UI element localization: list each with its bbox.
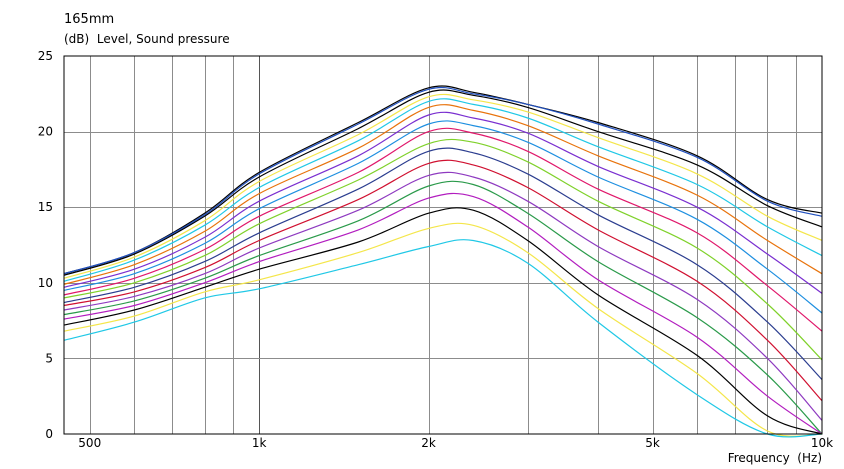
grid-lines: [64, 56, 822, 434]
series-line: [63, 93, 823, 279]
series-line: [63, 104, 823, 285]
plot-frame: [63, 55, 823, 435]
series-line: [63, 159, 823, 402]
curves: [63, 85, 823, 438]
y-tick-label: 25: [38, 49, 53, 63]
series-line: [63, 147, 823, 381]
series-line: [63, 239, 823, 438]
x-tick-labels: 500 1k 2k 5k 10k: [78, 436, 833, 450]
x-axis-label: Frequency (Hz): [727, 451, 822, 465]
series-line: [63, 192, 823, 435]
series-line: [63, 86, 823, 275]
x-tick-label: 10k: [811, 436, 833, 450]
series-line: [63, 171, 823, 421]
series-line: [63, 138, 823, 361]
series-line: [63, 222, 823, 437]
series-line: [63, 207, 823, 435]
x-tick-label: 1k: [252, 436, 267, 450]
series-line: [63, 89, 823, 276]
y-tick-label: 0: [45, 427, 53, 441]
series-line: [63, 180, 823, 435]
y-axis-label: (dB) Level, Sound pressure: [64, 32, 230, 46]
x-tick-label: 2k: [421, 436, 436, 450]
series-line: [63, 127, 823, 332]
y-tick-label: 15: [38, 200, 53, 214]
chart-title: 165mm: [64, 12, 115, 27]
y-tick-label: 5: [45, 351, 53, 365]
y-tick-labels: 0 5 10 15 20 25: [38, 49, 53, 441]
series-line: [63, 111, 823, 294]
series-line: [63, 120, 823, 314]
x-tick-label: 5k: [645, 436, 660, 450]
series-line: [63, 85, 823, 275]
x-tick-label: 500: [78, 436, 101, 450]
series-line: [63, 98, 823, 282]
y-tick-label: 20: [38, 125, 53, 139]
y-tick-label: 10: [38, 276, 53, 290]
